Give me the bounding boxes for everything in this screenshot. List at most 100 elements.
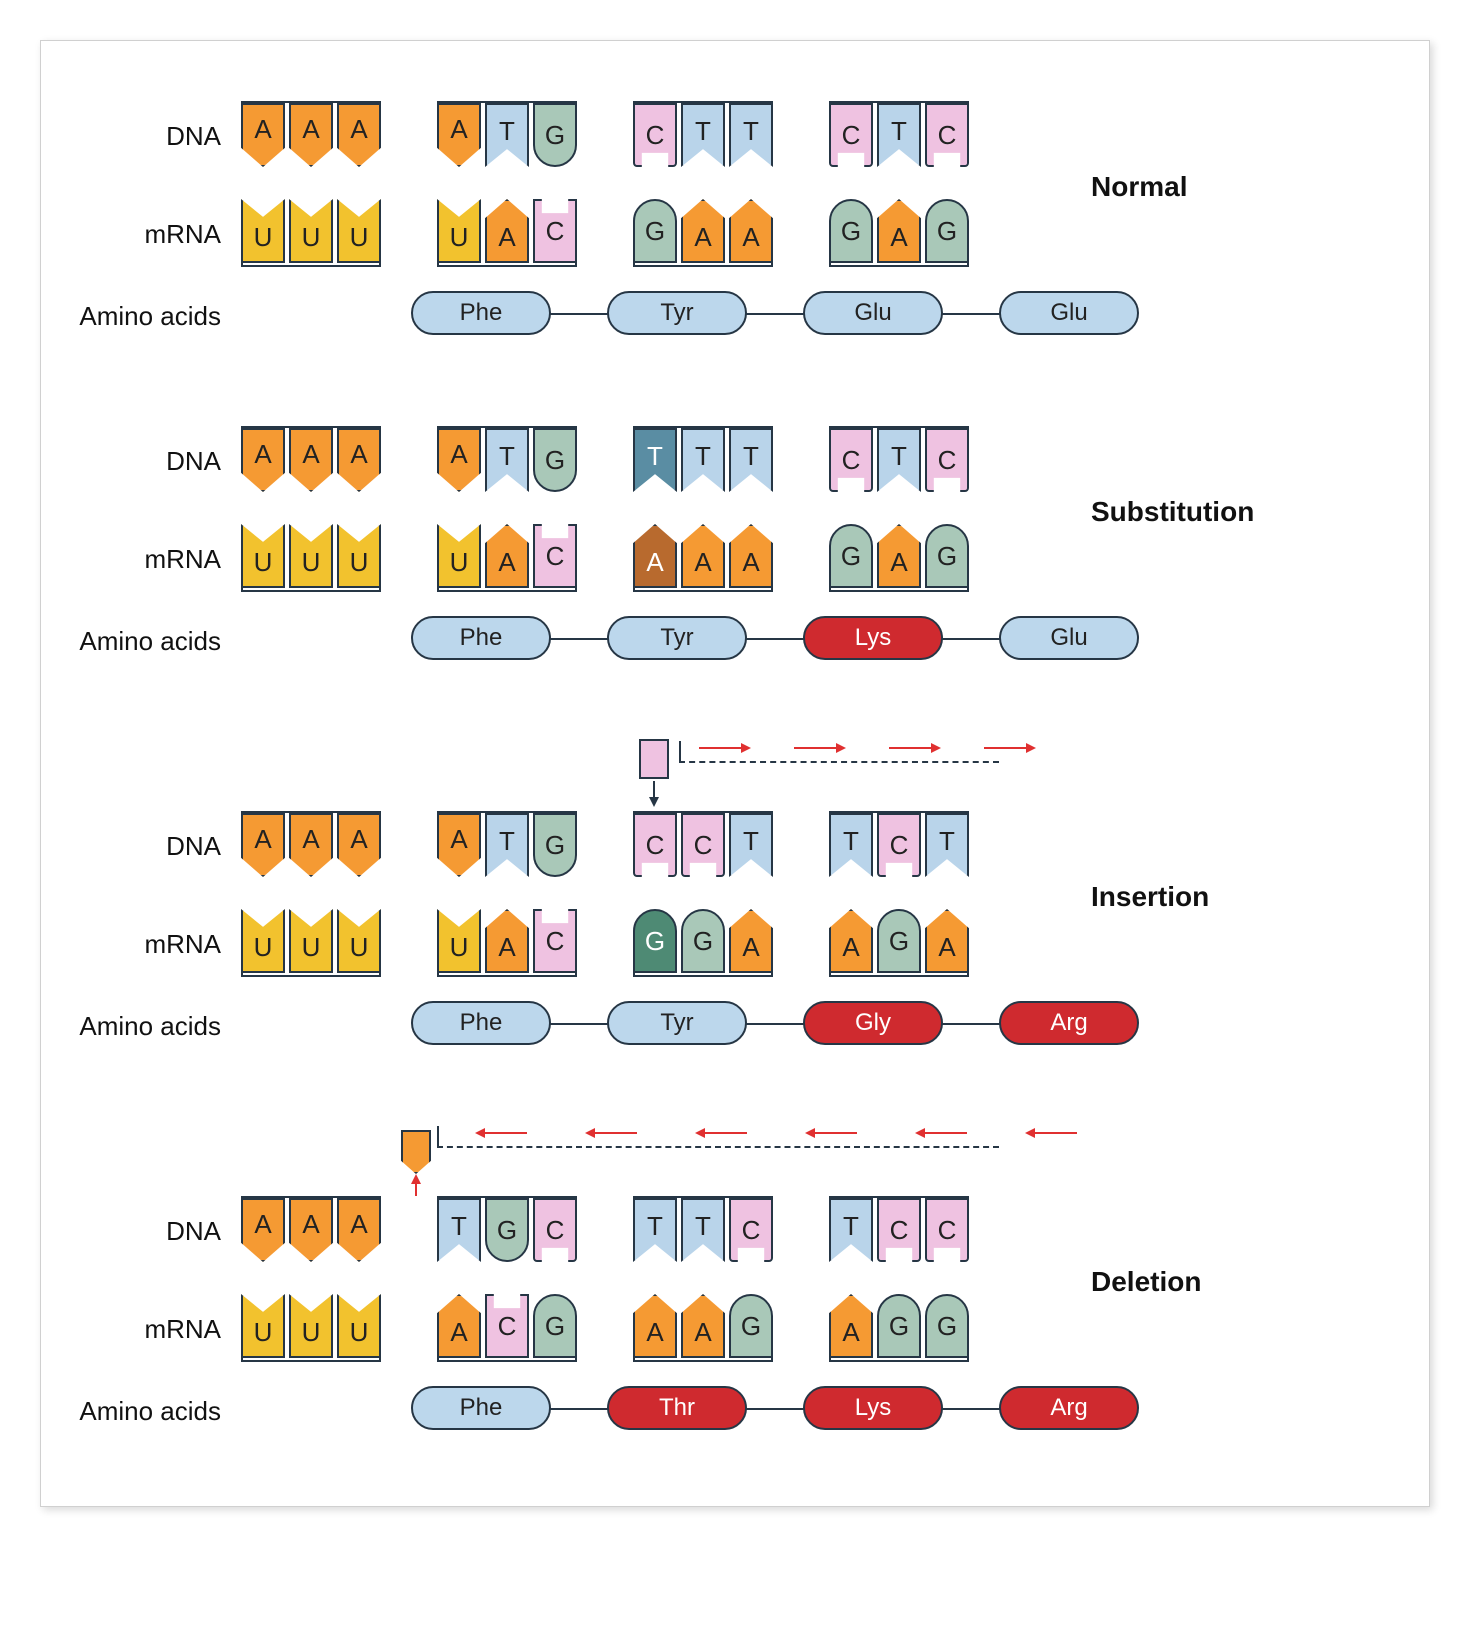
dna-base: C bbox=[533, 1198, 577, 1262]
amino-acid-label: Thr bbox=[659, 1394, 695, 1422]
base-letter: T bbox=[843, 1211, 859, 1242]
base-letter: A bbox=[498, 932, 515, 963]
base-letter: C bbox=[546, 216, 565, 247]
dna-base: A bbox=[337, 813, 381, 877]
dna-base: A bbox=[437, 428, 481, 492]
dna-base: C bbox=[633, 813, 677, 877]
codon-rail bbox=[633, 265, 773, 267]
dna-base: T bbox=[729, 428, 773, 492]
shift-arrow-left bbox=[807, 1132, 857, 1134]
base-letter: G bbox=[841, 541, 861, 572]
base-letter: U bbox=[450, 932, 469, 963]
base-letter: A bbox=[694, 222, 711, 253]
base-letter: G bbox=[741, 1311, 761, 1342]
dna-base: T bbox=[877, 428, 921, 492]
codon-rail bbox=[829, 426, 969, 428]
base-letter: U bbox=[254, 547, 273, 578]
dna-base: C bbox=[877, 813, 921, 877]
mrna-base: U bbox=[289, 1294, 333, 1358]
base-letter: A bbox=[302, 439, 319, 470]
base-letter: G bbox=[545, 830, 565, 861]
sequence-area: AUAUAUTAGCCGTATACGTACGCG bbox=[241, 1186, 1399, 1376]
mrna-base: A bbox=[681, 199, 725, 263]
amino-acid-pill: Thr bbox=[607, 1386, 747, 1430]
codon-rail bbox=[241, 101, 381, 103]
mrna-base: G bbox=[533, 1294, 577, 1358]
mrna-base: G bbox=[633, 199, 677, 263]
dna-base: G bbox=[533, 103, 577, 167]
base-letter: C bbox=[742, 1215, 761, 1246]
codon-rail bbox=[633, 101, 773, 103]
shift-arrow-right bbox=[984, 747, 1034, 749]
mrna-base: A bbox=[485, 909, 529, 973]
base-letter: A bbox=[842, 1317, 859, 1348]
mrna-base: U bbox=[241, 909, 285, 973]
dna-base: C bbox=[829, 103, 873, 167]
dna-base: T bbox=[829, 1198, 873, 1262]
dna-base: T bbox=[729, 103, 773, 167]
row-label-aa: Amino acids bbox=[71, 626, 221, 657]
row-label-dna: DNA bbox=[71, 831, 221, 862]
base-letter: G bbox=[693, 926, 713, 957]
base-letter: A bbox=[254, 439, 271, 470]
base-letter: A bbox=[450, 1317, 467, 1348]
base-letter: T bbox=[499, 826, 515, 857]
base-letter: A bbox=[350, 824, 367, 855]
dna-base: A bbox=[289, 1198, 333, 1262]
codon-rail bbox=[633, 1360, 773, 1362]
dna-base: C bbox=[925, 103, 969, 167]
base-letter: A bbox=[350, 439, 367, 470]
base-letter: T bbox=[647, 1211, 663, 1242]
mrna-base: U bbox=[289, 524, 333, 588]
mrna-base: G bbox=[681, 909, 725, 973]
base-letter: U bbox=[254, 932, 273, 963]
base-letter: A bbox=[646, 1317, 663, 1348]
mrna-base: C bbox=[533, 909, 577, 973]
base-letter: A bbox=[450, 824, 467, 855]
dna-base: A bbox=[437, 813, 481, 877]
amino-acid-pill: Arg bbox=[999, 1386, 1139, 1430]
base-letter: G bbox=[545, 1311, 565, 1342]
dna-base: T bbox=[729, 813, 773, 877]
base-letter: T bbox=[891, 441, 907, 472]
base-letter: G bbox=[545, 120, 565, 151]
mrna-base: A bbox=[633, 524, 677, 588]
base-letter: A bbox=[254, 114, 271, 145]
amino-acid-label: Phe bbox=[460, 624, 503, 652]
mrna-base: G bbox=[877, 1294, 921, 1358]
amino-acid-pill: Phe bbox=[411, 616, 551, 660]
mrna-base: U bbox=[241, 199, 285, 263]
base-letter: U bbox=[254, 1317, 273, 1348]
shift-arrow-left bbox=[1027, 1132, 1077, 1134]
amino-acid-label: Arg bbox=[1050, 1009, 1087, 1037]
codon-rail bbox=[829, 1360, 969, 1362]
base-letter: T bbox=[499, 441, 515, 472]
codon-rail bbox=[633, 811, 773, 813]
codon-rail bbox=[241, 1360, 381, 1362]
dna-base: C bbox=[925, 1198, 969, 1262]
row-label-aa: Amino acids bbox=[71, 301, 221, 332]
dna-base: A bbox=[289, 103, 333, 167]
sequence-area: AUAUAUAUTAGCTATATACGTACG bbox=[241, 416, 1399, 606]
amino-acid-label: Glu bbox=[1050, 624, 1087, 652]
dna-base: T bbox=[925, 813, 969, 877]
dna-base: A bbox=[437, 103, 481, 167]
base-letter: A bbox=[742, 222, 759, 253]
amino-acid-label: Tyr bbox=[660, 624, 693, 652]
base-letter: A bbox=[498, 222, 515, 253]
base-letter: A bbox=[694, 1317, 711, 1348]
row-label-dna: DNA bbox=[71, 121, 221, 152]
base-letter: T bbox=[647, 441, 663, 472]
row-label-mrna: mRNA bbox=[71, 929, 221, 960]
codon-rail bbox=[437, 1360, 577, 1362]
dna-base: A bbox=[289, 813, 333, 877]
mrna-base: C bbox=[485, 1294, 529, 1358]
base-letter: U bbox=[350, 222, 369, 253]
base-letter: C bbox=[938, 120, 957, 151]
dna-base: T bbox=[681, 1198, 725, 1262]
amino-acid-label: Glu bbox=[1050, 299, 1087, 327]
base-letter: A bbox=[938, 932, 955, 963]
base-letter: C bbox=[842, 120, 861, 151]
base-letter: T bbox=[891, 116, 907, 147]
base-letter: A bbox=[498, 547, 515, 578]
